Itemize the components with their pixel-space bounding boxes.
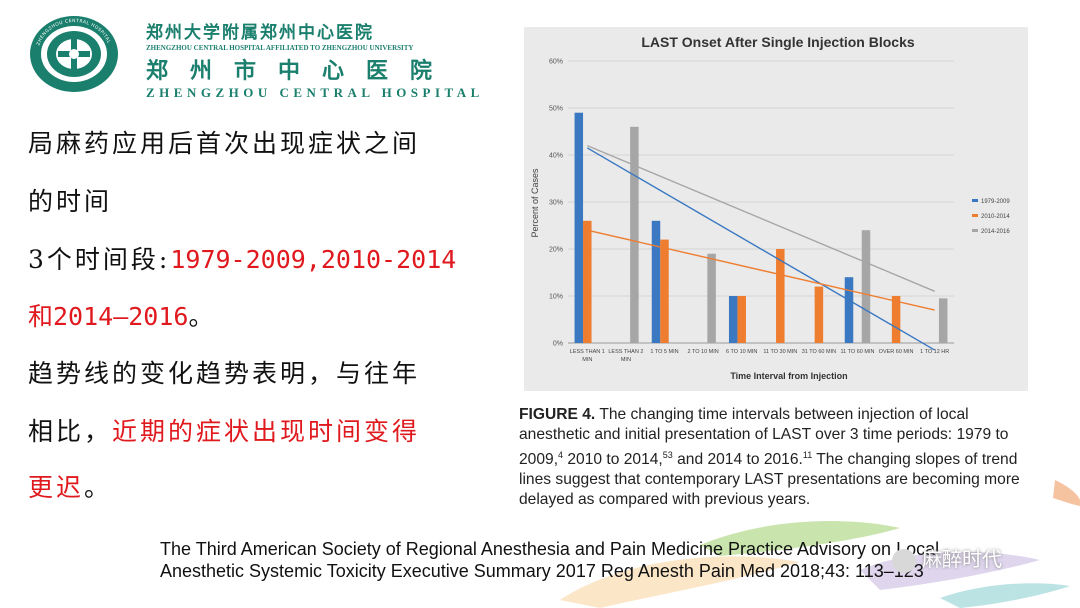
bar-2010-2014 xyxy=(660,239,669,343)
body-line-4-end: 。 xyxy=(188,302,217,331)
wechat-icon xyxy=(892,548,916,573)
body-line-4-periods: 和2014–2016 xyxy=(28,302,189,331)
body-line-3-periods: 1979-2009,2010-2014 xyxy=(170,245,457,274)
body-line-1: 局麻药应用后首次出现症状之间 xyxy=(28,129,421,158)
legend-label: 2010-2014 xyxy=(981,214,1010,220)
y-tick-label: 50% xyxy=(549,106,563,113)
x-tick-label: 11 TO 30 MIN xyxy=(763,349,797,355)
body-line-6-highlight: 近期的症状出现时间变得 xyxy=(112,417,421,446)
caption-text-3: and 2014 to 2016. xyxy=(672,451,803,469)
hospital-short-name-cn: 郑州市中心医院 xyxy=(146,58,455,84)
watermark-text: 麻醉时代 xyxy=(922,547,1002,571)
bar-2010-2014 xyxy=(814,286,824,343)
body-line-3: 3个时间段:1979-2009,2010-2014 xyxy=(28,240,456,276)
trendline-2014-2016 xyxy=(587,144,935,292)
x-tick-label: MIN xyxy=(621,357,631,363)
reference-citation: The Third American Society of Regional A… xyxy=(160,538,939,582)
caption-label: FIGURE 4. xyxy=(519,406,596,423)
hospital-name-block: 郑州大学附属郑州中心医院 ZHENGZHOU CENTRAL HOSPITAL … xyxy=(146,18,484,101)
bar-2014-2016 xyxy=(861,230,871,343)
bar-2014-2016 xyxy=(630,126,639,343)
legend-swatch xyxy=(972,229,978,232)
caption-text-2: 2010 to 2014, xyxy=(563,451,663,469)
bar-2014-2016 xyxy=(938,298,948,343)
chart-y-axis-label: Percent of Cases xyxy=(530,168,540,238)
chart-title: LAST Onset After Single Injection Blocks xyxy=(641,34,915,50)
reference-line-1: The Third American Society of Regional A… xyxy=(160,539,940,559)
x-tick-label: LESS THAN 2 xyxy=(608,349,643,355)
caption-text: The changing time intervals between inje… xyxy=(519,406,1009,469)
bar-1979-2009 xyxy=(651,220,661,343)
y-tick-label: 10% xyxy=(549,294,563,301)
body-line-7-end: 。 xyxy=(84,473,113,502)
caption-text-4: The changing slopes of trend lines sugge… xyxy=(519,451,1020,509)
caption-ref-1: 4 xyxy=(558,450,564,460)
bar-chart: LAST Onset After Single Injection Blocks… xyxy=(530,34,1010,381)
x-tick-label: 2 TO 10 MIN xyxy=(687,349,718,355)
bar-2010-2014 xyxy=(583,220,592,343)
trendline-1979-2009 xyxy=(586,147,936,351)
body-line-7: 更迟。 xyxy=(28,468,112,504)
hospital-name-en: ZHENGZHOU CENTRAL HOSPITAL AFFILIATED TO… xyxy=(146,44,414,52)
hospital-name-cn: 郑州大学附属郑州中心医院 xyxy=(146,23,374,43)
x-tick-label: 1 TO 5 MIN xyxy=(650,349,678,355)
hospital-short-name-en: ZHENGZHOU CENTRAL HOSPITAL xyxy=(146,85,484,100)
body-line-2: 的时间 xyxy=(28,187,113,216)
y-tick-label: 60% xyxy=(549,59,563,66)
bar-2010-2014 xyxy=(891,296,901,343)
body-line-7-highlight: 更迟 xyxy=(28,473,85,502)
legend-swatch xyxy=(972,214,978,217)
y-tick-label: 20% xyxy=(549,247,563,254)
bar-2010-2014 xyxy=(737,296,746,343)
body-line-6-prefix: 相比， xyxy=(28,417,113,446)
bar-2014-2016 xyxy=(707,253,716,343)
x-tick-label: 1 TO 12 HR xyxy=(920,349,949,355)
y-tick-label: 0% xyxy=(553,341,563,348)
trendline-2010-2014 xyxy=(587,229,935,311)
chart-x-axis-label: Time Interval from Injection xyxy=(730,371,847,381)
caption-ref-2: 53 xyxy=(662,450,673,460)
bar-1979-2009 xyxy=(728,296,738,343)
legend-label: 1979-2009 xyxy=(981,199,1010,205)
hospital-logo: ZHENGZHOU CENTRAL HOSPITAL xyxy=(30,16,118,92)
x-tick-label: MIN xyxy=(582,357,592,363)
reference-line-2: Anesthetic Systemic Toxicity Executive S… xyxy=(160,561,924,581)
chart-panel: LAST Onset After Single Injection Blocks… xyxy=(524,27,1028,391)
x-tick-label: OVER 60 MIN xyxy=(879,349,914,355)
y-tick-label: 40% xyxy=(549,153,563,160)
figure-caption: FIGURE 4. The changing time intervals be… xyxy=(519,405,1039,510)
bar-1979-2009 xyxy=(574,112,584,343)
watermark: 麻醉时代 xyxy=(892,543,1002,573)
body-line-5: 趋势线的变化趋势表明，与往年 xyxy=(28,359,421,388)
x-tick-label: 6 TO 10 MIN xyxy=(726,349,757,355)
y-tick-label: 30% xyxy=(549,200,563,207)
body-line-4: 和2014–2016。 xyxy=(28,297,216,333)
bar-2010-2014 xyxy=(776,249,785,343)
body-line-3-prefix: 3个时间段: xyxy=(28,245,171,274)
x-tick-label: LESS THAN 1 xyxy=(570,349,605,355)
x-tick-label: 11 TO 60 MIN xyxy=(841,349,875,355)
legend-swatch xyxy=(972,199,978,202)
x-tick-label: 31 TO 60 MIN xyxy=(802,349,836,355)
bar-1979-2009 xyxy=(844,277,854,343)
caption-ref-3: 11 xyxy=(802,450,813,460)
body-line-6: 相比，近期的症状出现时间变得 xyxy=(28,412,420,448)
legend-label: 2014-2016 xyxy=(981,229,1010,235)
